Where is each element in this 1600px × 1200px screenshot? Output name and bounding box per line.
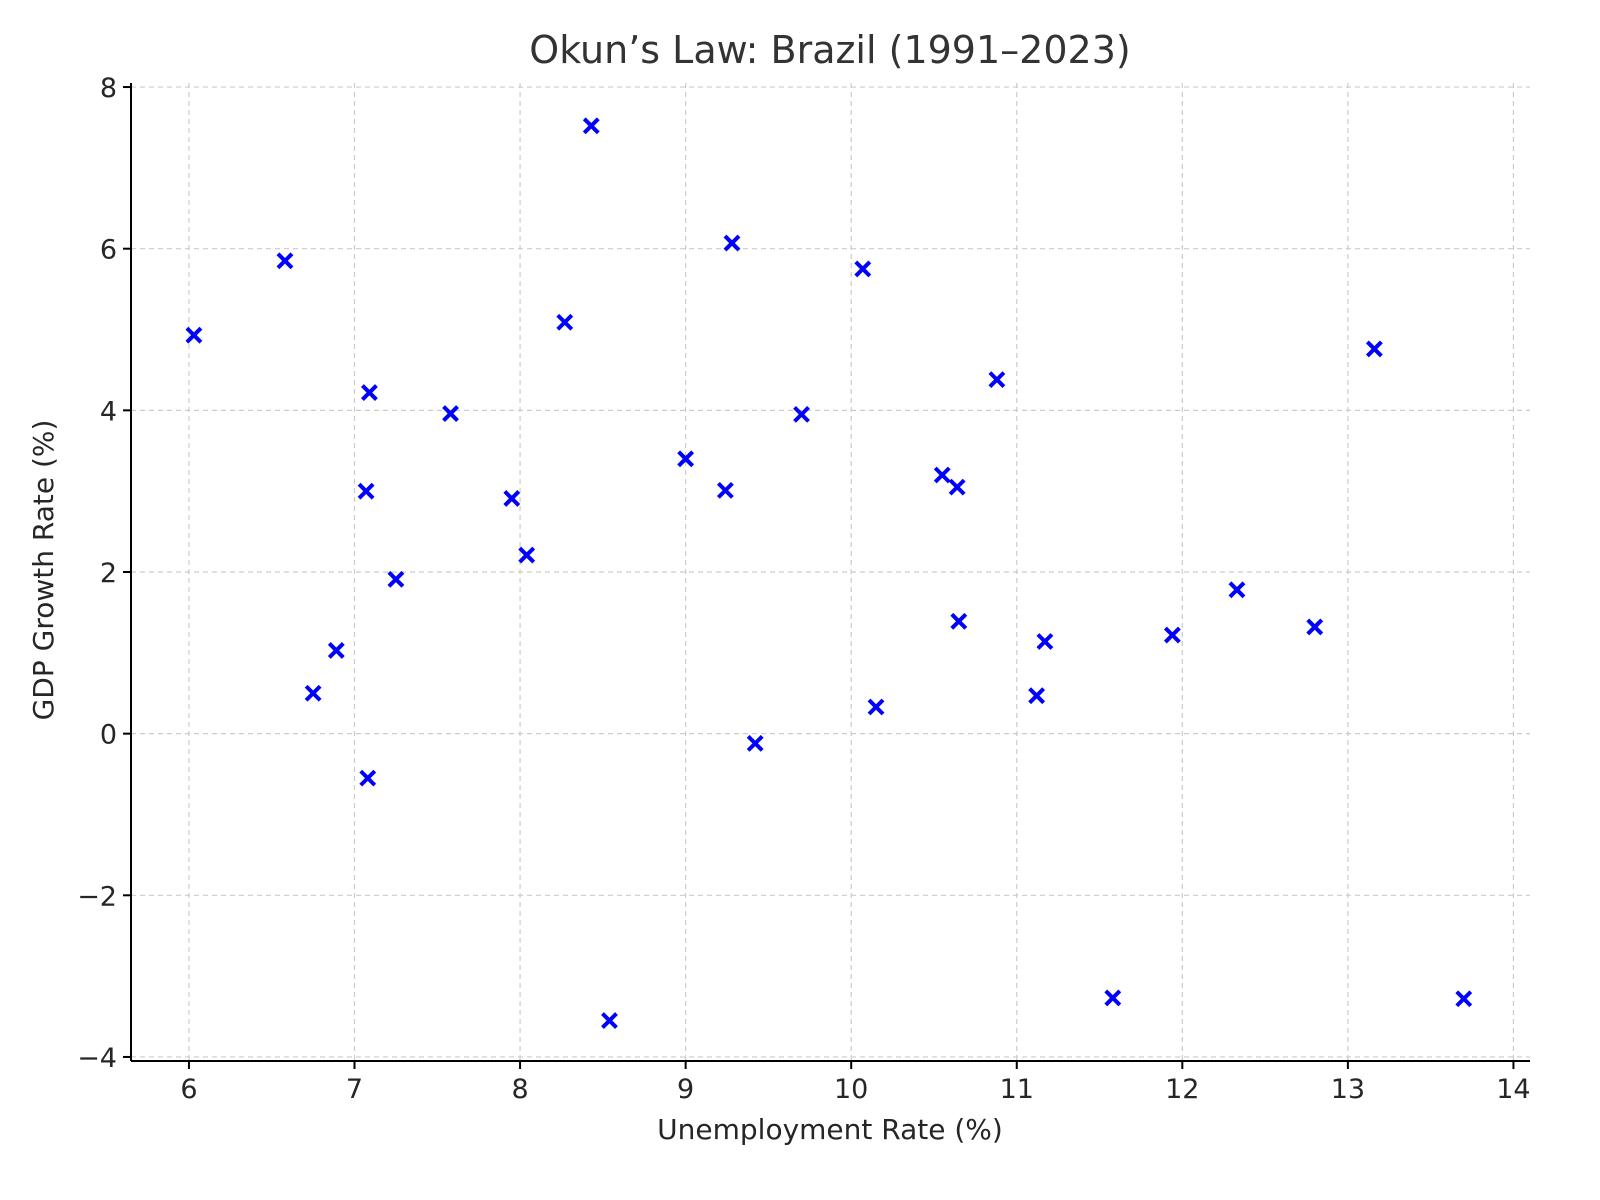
data-point-marker <box>1365 340 1383 358</box>
data-point-marker <box>854 260 872 278</box>
x-tick-label: 14 <box>1496 1074 1530 1105</box>
data-point-marker <box>304 684 322 702</box>
chart-title: Okun’s Law: Brazil (1991–2023) <box>529 28 1130 72</box>
y-tick-label: 8 <box>100 73 117 104</box>
data-point-marker <box>867 698 885 716</box>
x-tick-label: 6 <box>180 1074 197 1105</box>
x-tick-label: 8 <box>511 1074 528 1105</box>
data-point-marker <box>793 405 810 423</box>
x-axis-ticks: 6 7 8 9 10 11 12 13 14 <box>180 1061 1531 1105</box>
y-tick-label: −4 <box>77 1043 117 1074</box>
data-point-marker <box>1028 687 1046 705</box>
y-tick-label: 0 <box>100 720 117 751</box>
data-point-marker <box>387 570 405 588</box>
data-point-marker <box>723 234 741 252</box>
data-point-marker <box>442 405 459 422</box>
x-tick-label: 9 <box>677 1074 694 1105</box>
data-point-marker <box>1104 989 1122 1007</box>
data-point-marker <box>276 252 294 270</box>
y-tick-label: 6 <box>100 235 117 266</box>
data-point-marker <box>359 769 377 787</box>
data-point-marker <box>1036 633 1054 650</box>
data-point-marker <box>582 117 600 135</box>
x-tick-label: 11 <box>1000 1074 1034 1105</box>
data-point-marker <box>518 546 536 564</box>
data-point-marker <box>716 481 734 499</box>
data-point-marker <box>360 384 378 401</box>
data-point-marker <box>950 612 968 630</box>
x-tick-label: 12 <box>1165 1074 1199 1105</box>
data-point-marker <box>1163 626 1181 644</box>
y-tick-label: −2 <box>77 881 117 912</box>
data-point-marker <box>357 482 375 500</box>
x-axis-label: Unemployment Rate (%) <box>657 1113 1003 1146</box>
y-axis-ticks: −4 −2 0 2 4 6 8 <box>77 73 131 1074</box>
data-point-marker <box>1455 990 1473 1008</box>
data-point-marker <box>677 450 695 468</box>
data-points <box>185 117 1473 1030</box>
data-point-marker <box>601 1012 618 1030</box>
data-point-marker <box>503 490 521 507</box>
data-point-marker <box>933 466 951 484</box>
data-point-marker <box>988 371 1006 389</box>
x-tick-label: 13 <box>1331 1074 1365 1105</box>
grid <box>131 83 1530 1061</box>
x-tick-label: 10 <box>834 1074 868 1105</box>
y-axis-label: GDP Growth Rate (%) <box>27 420 60 721</box>
data-point-marker <box>185 326 203 344</box>
data-point-marker <box>948 478 966 496</box>
y-tick-label: 4 <box>100 396 117 427</box>
data-point-marker <box>1306 618 1324 636</box>
y-tick-label: 2 <box>100 558 117 589</box>
data-point-marker <box>556 313 574 331</box>
data-point-marker <box>327 641 345 659</box>
x-tick-label: 7 <box>346 1074 363 1105</box>
data-point-marker <box>1228 581 1246 599</box>
data-point-marker <box>746 734 764 752</box>
